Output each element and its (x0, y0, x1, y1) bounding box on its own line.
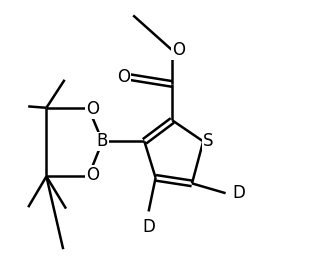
Text: O: O (86, 100, 99, 118)
Text: S: S (203, 132, 214, 150)
Text: D: D (142, 218, 155, 236)
Text: O: O (86, 166, 99, 184)
Text: O: O (172, 41, 185, 59)
Text: B: B (97, 132, 108, 150)
Text: D: D (233, 184, 246, 202)
Text: O: O (117, 68, 130, 86)
